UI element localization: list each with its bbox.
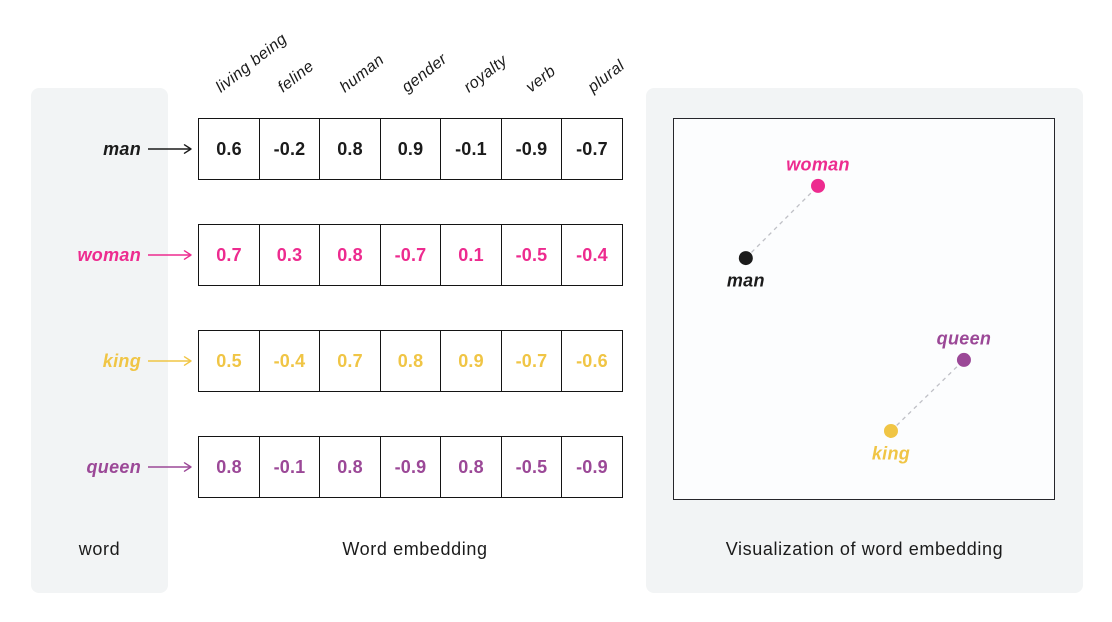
embedding-row-king: 0.5 -0.4 0.7 0.8 0.9 -0.7 -0.6 [198, 330, 623, 392]
word-embedding-caption: Word embedding [342, 539, 488, 559]
embedding-cell: -0.7 [500, 330, 563, 392]
embedding-cell: -0.2 [258, 118, 321, 180]
embedding-cell: 0.8 [379, 330, 442, 392]
plot-point-label-woman: woman [786, 154, 850, 175]
word-label-woman: woman [77, 245, 141, 265]
feature-header-feline: feline [274, 57, 318, 97]
feature-header-verb: verb [522, 62, 560, 97]
embedding-row-queen: 0.8 -0.1 0.8 -0.9 0.8 -0.5 -0.9 [198, 436, 623, 498]
feature-header-plural: plural [584, 57, 629, 97]
embedding-cell: -0.5 [500, 224, 563, 286]
feature-header-royalty: royalty [460, 52, 511, 97]
embedding-cell: 0.8 [319, 224, 381, 286]
connector-man-woman [745, 185, 819, 259]
embedding-cell: -0.4 [561, 224, 623, 286]
embedding-cell: -0.7 [379, 224, 442, 286]
embedding-cell: 0.8 [319, 436, 381, 498]
embedding-cell: 0.3 [258, 224, 321, 286]
embedding-cell: 0.8 [440, 436, 502, 498]
plot-point-woman [811, 178, 826, 193]
embedding-row-man: 0.6 -0.2 0.8 0.9 -0.1 -0.9 -0.7 [198, 118, 623, 180]
embedding-cell: -0.7 [561, 118, 623, 180]
embedding-cell: 0.9 [440, 330, 502, 392]
word-arrow-king [148, 356, 192, 366]
plot-point-label-man: man [726, 270, 765, 291]
embedding-cell: -0.9 [500, 118, 563, 180]
plot-point-queen [956, 352, 971, 367]
word-column-caption: word [78, 539, 121, 559]
embedding-cell: -0.9 [561, 436, 623, 498]
embedding-cell: 0.5 [198, 330, 260, 392]
word-column-panel [31, 88, 168, 593]
embedding-row-woman: 0.7 0.3 0.8 -0.7 0.1 -0.5 -0.4 [198, 224, 623, 286]
feature-header-gender: gender [398, 50, 451, 97]
embedding-cell: 0.1 [440, 224, 502, 286]
embedding-cell: 0.7 [319, 330, 381, 392]
embedding-cell: -0.1 [440, 118, 502, 180]
embedding-cell: -0.1 [258, 436, 321, 498]
connector-king-queen [890, 359, 965, 432]
embedding-cell: 0.7 [198, 224, 260, 286]
plot-point-man [738, 251, 753, 266]
word-label-queen: queen [86, 457, 141, 477]
embedding-cell: 0.8 [319, 118, 381, 180]
word-label-man: man [103, 139, 141, 159]
embedding-plot-canvas [738, 178, 971, 438]
word-arrow-woman [148, 250, 192, 260]
embedding-cell: 0.9 [379, 118, 442, 180]
embedding-cell: -0.9 [379, 436, 442, 498]
embedding-cell: -0.4 [258, 330, 321, 392]
embedding-cell: -0.6 [561, 330, 623, 392]
word-label-king: king [102, 351, 141, 371]
visualization-caption: Visualization of word embedding [725, 539, 1004, 559]
plot-point-label-king: king [871, 443, 911, 464]
word-arrow-man [148, 144, 192, 154]
embedding-plot: man woman king queen [673, 118, 1055, 500]
embedding-cell: -0.5 [500, 436, 563, 498]
embedding-cell: 0.8 [198, 436, 260, 498]
plot-point-king [883, 423, 898, 438]
plot-point-label-queen: queen [936, 328, 992, 349]
feature-header-human: human [336, 51, 388, 97]
embedding-cell: 0.6 [198, 118, 260, 180]
word-arrow-queen [148, 462, 192, 472]
